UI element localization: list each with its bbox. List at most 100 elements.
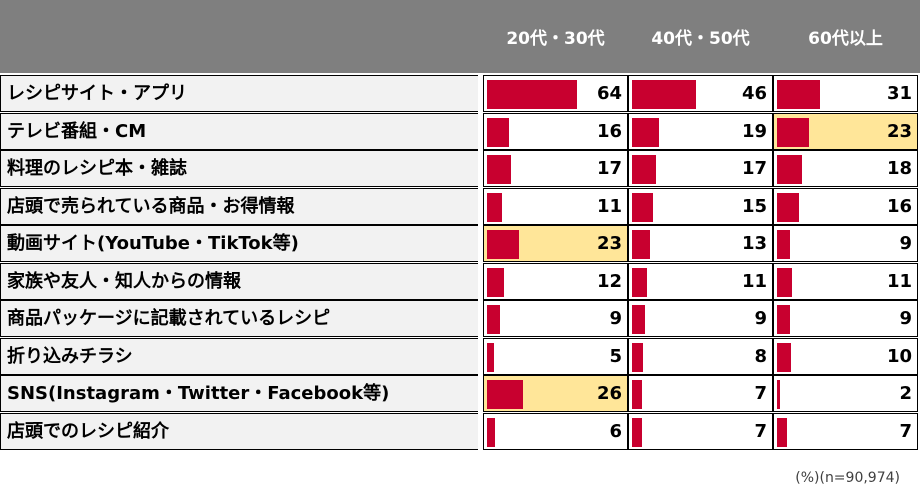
bar xyxy=(632,192,653,222)
data-label: 9 xyxy=(899,233,912,254)
data-label: 11 xyxy=(741,270,767,292)
data-label: 17 xyxy=(596,158,622,179)
bar xyxy=(487,80,577,109)
footnote: (%)(n=90,974) xyxy=(795,470,900,486)
data-label: 26 xyxy=(596,383,622,404)
data-label: 9 xyxy=(754,308,767,329)
row-label: 店頭で売られている商品・お得情報 xyxy=(0,187,478,225)
table-cell: 8 xyxy=(628,337,773,375)
table-cell: 64 xyxy=(483,75,628,112)
data-label: 7 xyxy=(754,383,767,404)
bar xyxy=(632,267,648,297)
table-cell: 18 xyxy=(773,150,918,187)
table-cell: 17 xyxy=(628,150,773,187)
bar xyxy=(632,155,656,184)
data-label: 46 xyxy=(741,83,767,104)
table-cell: 16 xyxy=(483,112,628,150)
table-cell: 15 xyxy=(628,187,773,225)
data-label: 23 xyxy=(596,233,622,254)
data-label: 19 xyxy=(741,120,767,142)
bar xyxy=(777,342,791,372)
data-label: 11 xyxy=(596,195,622,217)
table-cell: 23 xyxy=(773,112,918,150)
column-header: 40代・50代 xyxy=(651,29,750,49)
row-label: 折り込みチラシ xyxy=(0,337,478,375)
bar xyxy=(487,155,511,184)
data-label: 12 xyxy=(596,270,622,292)
bar xyxy=(777,155,803,184)
data-label: 8 xyxy=(754,345,767,367)
table-cell: 16 xyxy=(773,187,918,225)
bar xyxy=(777,192,800,222)
table-cell: 9 xyxy=(628,300,773,337)
bar xyxy=(777,80,821,109)
data-label: 23 xyxy=(886,120,912,142)
bar xyxy=(777,417,787,447)
bar xyxy=(632,230,651,259)
data-label: 9 xyxy=(899,308,912,329)
data-label: 7 xyxy=(899,420,912,442)
table-cell: 9 xyxy=(773,300,918,337)
table-cell: 11 xyxy=(773,262,918,300)
bar xyxy=(777,267,793,297)
bar xyxy=(632,305,645,334)
bar xyxy=(487,230,520,259)
data-label: 31 xyxy=(886,83,912,104)
table-cell: 12 xyxy=(483,262,628,300)
data-label: 17 xyxy=(741,158,767,179)
table-cell: 11 xyxy=(483,187,628,225)
row-label: 料理のレシピ本・雑誌 xyxy=(0,150,478,187)
table-cell: 13 xyxy=(628,225,773,262)
row-label: 商品パッケージに記載されているレシピ xyxy=(0,300,478,337)
bar xyxy=(487,192,503,222)
data-label: 13 xyxy=(741,233,767,254)
table-cell: 9 xyxy=(773,225,918,262)
data-label: 11 xyxy=(886,270,912,292)
table-cell: 6 xyxy=(483,412,628,450)
bar xyxy=(632,117,659,147)
bar xyxy=(487,380,524,409)
table-cell: 7 xyxy=(628,412,773,450)
bar xyxy=(632,417,642,447)
table-cell: 19 xyxy=(628,112,773,150)
bar xyxy=(487,305,500,334)
data-label: 18 xyxy=(886,158,912,179)
row-label: SNS(Instagram・Twitter・Facebook等) xyxy=(0,375,478,412)
bar xyxy=(632,380,642,409)
data-label: 16 xyxy=(886,195,912,217)
row-label: テレビ番組・CM xyxy=(0,112,478,150)
data-label: 7 xyxy=(754,420,767,442)
table-cell: 23 xyxy=(483,225,628,262)
data-label: 64 xyxy=(596,83,622,104)
table-header xyxy=(0,0,920,73)
bar xyxy=(777,380,780,409)
table-cell: 10 xyxy=(773,337,918,375)
row-label: レシピサイト・アプリ xyxy=(0,75,478,112)
bar xyxy=(777,305,790,334)
bar xyxy=(487,342,494,372)
table-cell: 7 xyxy=(773,412,918,450)
data-label: 10 xyxy=(886,345,912,367)
bar xyxy=(632,342,644,372)
data-label: 5 xyxy=(609,345,622,367)
data-label: 16 xyxy=(596,120,622,142)
row-label: 家族や友人・知人からの情報 xyxy=(0,262,478,300)
bar xyxy=(632,80,697,109)
row-label: 店頭でのレシピ紹介 xyxy=(0,412,478,450)
table-cell: 5 xyxy=(483,337,628,375)
table-cell: 31 xyxy=(773,75,918,112)
data-label: 6 xyxy=(609,420,622,442)
data-label: 9 xyxy=(609,308,622,329)
data-label: 15 xyxy=(741,195,767,217)
table-cell: 46 xyxy=(628,75,773,112)
table-cell: 9 xyxy=(483,300,628,337)
data-label: 2 xyxy=(899,383,912,404)
table-cell: 7 xyxy=(628,375,773,412)
bar xyxy=(487,117,510,147)
bar xyxy=(487,267,504,297)
row-label: 動画サイト(YouTube・TikTok等) xyxy=(0,225,478,262)
column-header: 60代以上 xyxy=(808,29,883,49)
table-cell: 26 xyxy=(483,375,628,412)
bar xyxy=(487,417,496,447)
